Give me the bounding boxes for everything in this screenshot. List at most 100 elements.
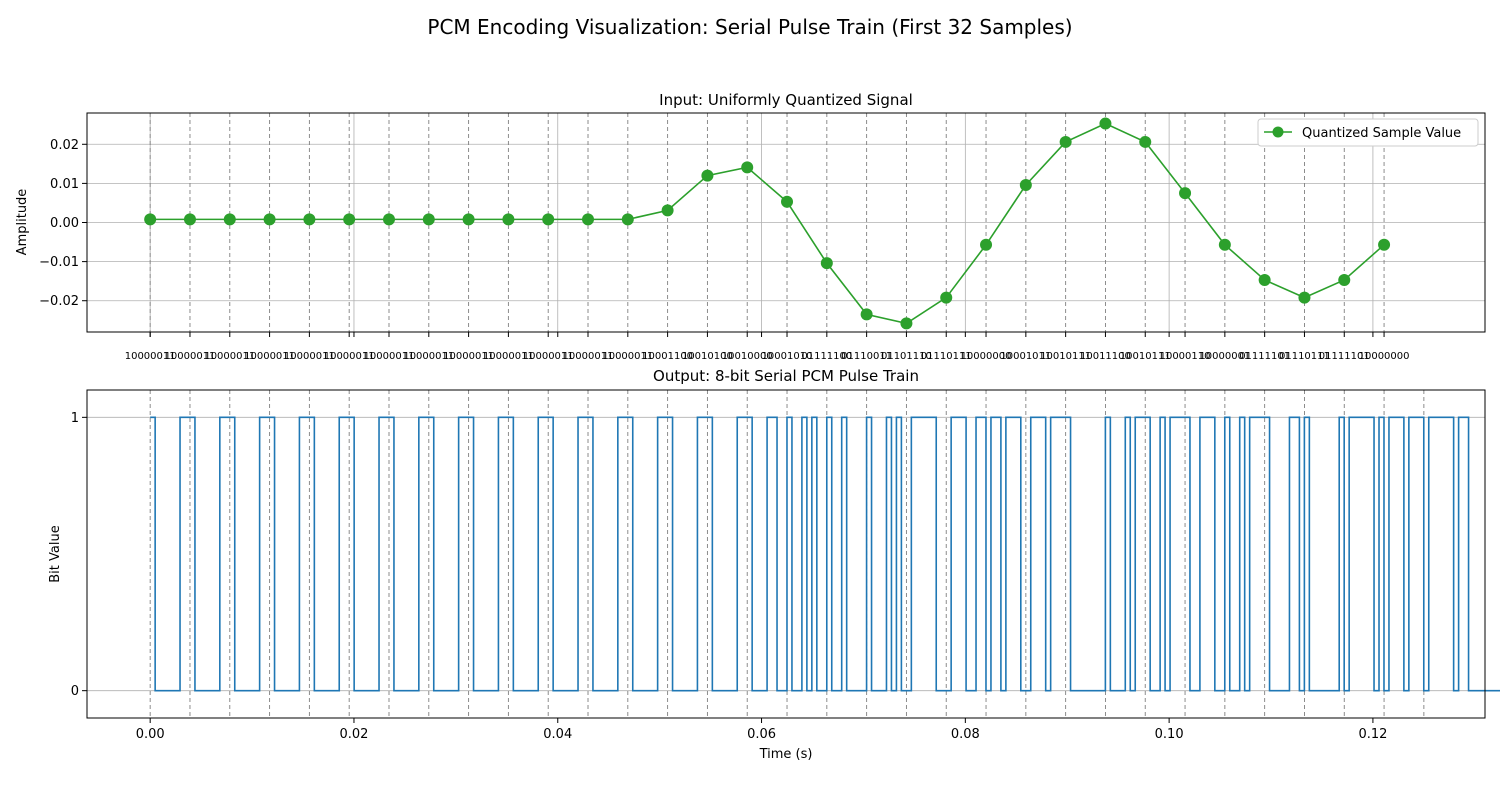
quantized-sample-point [462, 213, 475, 226]
top-series [144, 117, 1391, 330]
top-axes: Input: Uniformly Quantized Signal −0.02−… [15, 91, 1486, 337]
quantized-sample-point [820, 257, 833, 270]
binary-code-label: 10000011 [244, 351, 295, 362]
quantized-sample-point [1099, 117, 1112, 130]
bottom-y-tick-label: 1 [71, 411, 79, 426]
quantized-sample-point [263, 213, 276, 226]
quantized-sample-point [1338, 273, 1351, 286]
quantized-sample-point [183, 213, 196, 226]
quantized-sample-point [661, 204, 674, 217]
bottom-y-ticks: 01 [71, 411, 87, 699]
bottom-x-tick-label: 0.06 [747, 727, 776, 742]
quantized-sample-point [701, 169, 714, 182]
quantized-sample-point [1179, 187, 1192, 200]
bottom-series [150, 416, 1500, 692]
pcm-pulse-train [150, 416, 1500, 692]
binary-code-label: 01111101 [1319, 351, 1370, 362]
top-y-tick-label: −0.02 [39, 294, 79, 309]
top-x-ticks [149, 332, 1385, 337]
quantized-sample-point [1298, 291, 1311, 304]
legend-marker [1272, 126, 1284, 138]
binary-code-label: 10000011 [563, 351, 614, 362]
binary-code-label: 10000000 [1359, 351, 1410, 362]
quantized-sample-point [1059, 135, 1072, 148]
quantized-sample-point [1378, 238, 1391, 251]
bottom-axes-title: Output: 8-bit Serial PCM Pulse Train [653, 367, 919, 385]
top-axes-title: Input: Uniformly Quantized Signal [659, 91, 913, 109]
quantized-sample-point [144, 213, 157, 226]
bottom-axes-frame [86, 389, 1486, 719]
bottom-x-tick-label: 0.12 [1358, 727, 1387, 742]
top-legend: Quantized Sample Value [1257, 118, 1479, 147]
quantized-sample-point [860, 308, 873, 321]
binary-code-label: 10001011 [1000, 351, 1051, 362]
bottom-x-axis-label: Time (s) [759, 747, 813, 762]
quantized-sample-point [1139, 135, 1152, 148]
binary-code-label: 10000011 [204, 351, 255, 362]
quantized-sample-point [980, 238, 993, 251]
quantized-sample-point [223, 213, 236, 226]
legend-label: Quantized Sample Value [1302, 126, 1461, 141]
quantized-sample-point [781, 195, 794, 208]
binary-code-label: 10000011 [165, 351, 216, 362]
top-y-ticks: −0.02 −0.01 0.00 0.01 0.02 [39, 138, 87, 309]
binary-code-label: 10000011 [602, 351, 653, 362]
binary-code-labels: 1000001110000011100000111000001110000011… [125, 351, 1410, 362]
bottom-x-tick-label: 0.02 [339, 727, 368, 742]
binary-code-label: 10001010 [762, 351, 813, 362]
quantized-sample-point [542, 213, 555, 226]
quantized-sample-point [940, 291, 953, 304]
quantized-sample-point [900, 317, 913, 330]
top-sample-markers [149, 113, 1385, 332]
top-y-tick-label: 0.01 [50, 177, 79, 192]
binary-code-label: 10000011 [483, 351, 534, 362]
binary-code-label: 10000000 [961, 351, 1012, 362]
binary-code-label: 10010111 [1120, 351, 1171, 362]
binary-code-label: 01111101 [1239, 351, 1290, 362]
quantized-sample-point [621, 213, 634, 226]
quantized-sample-point [382, 213, 395, 226]
binary-code-label: 01111100 [801, 351, 852, 362]
bottom-y-tick-label: 0 [71, 684, 79, 699]
binary-code-label: 10000011 [443, 351, 494, 362]
quantized-sample-point [303, 213, 316, 226]
binary-code-label: 10011100 [1080, 351, 1131, 362]
quantized-signal-line [150, 122, 1385, 325]
binary-code-label: 10000011 [125, 351, 176, 362]
quantized-sample-point [502, 213, 515, 226]
binary-code-label: 10000011 [403, 351, 454, 362]
binary-code-label: 10010000 [722, 351, 773, 362]
binary-code-label: 01110011 [841, 351, 892, 362]
binary-code-label: 10000011 [324, 351, 375, 362]
binary-code-label: 10000011 [364, 351, 415, 362]
binary-code-label: 10010111 [1040, 351, 1091, 362]
quantized-sample-point [1019, 178, 1032, 191]
bottom-x-tick-label: 0.00 [136, 727, 165, 742]
binary-code-label: 01110111 [1279, 351, 1330, 362]
binary-code-label: 10000011 [284, 351, 335, 362]
binary-code-label: 01110111 [921, 351, 972, 362]
bottom-axes: Output: 8-bit Serial PCM Pulse Train 01 … [48, 367, 1500, 762]
top-y-tick-label: 0.02 [50, 138, 79, 153]
quantized-sample-point [741, 161, 754, 174]
binary-code-label: 01101110 [881, 351, 932, 362]
binary-code-label: 10001100 [642, 351, 693, 362]
binary-code-label: 10000011 [523, 351, 574, 362]
binary-code-label: 10000001 [1199, 351, 1250, 362]
top-y-axis-label: Amplitude [15, 189, 30, 256]
bottom-grid [87, 416, 1485, 692]
quantized-sample-point [343, 213, 356, 226]
binary-code-label: 10010100 [682, 351, 733, 362]
top-y-tick-label: −0.01 [39, 255, 79, 270]
bottom-x-tick-label: 0.04 [543, 727, 572, 742]
quantized-sample-point [422, 213, 435, 226]
bottom-x-ticks: 0.00 0.02 0.04 0.06 0.08 0.10 0.12 [136, 718, 1387, 742]
quantized-sample-point [1218, 238, 1231, 251]
bottom-x-tick-label: 0.08 [951, 727, 980, 742]
quantized-sample-point [1258, 273, 1271, 286]
top-y-tick-label: 0.00 [50, 216, 79, 231]
legend-box [1257, 118, 1479, 147]
bottom-y-axis-label: Bit Value [48, 525, 63, 582]
binary-code-label: 10000110 [1160, 351, 1211, 362]
